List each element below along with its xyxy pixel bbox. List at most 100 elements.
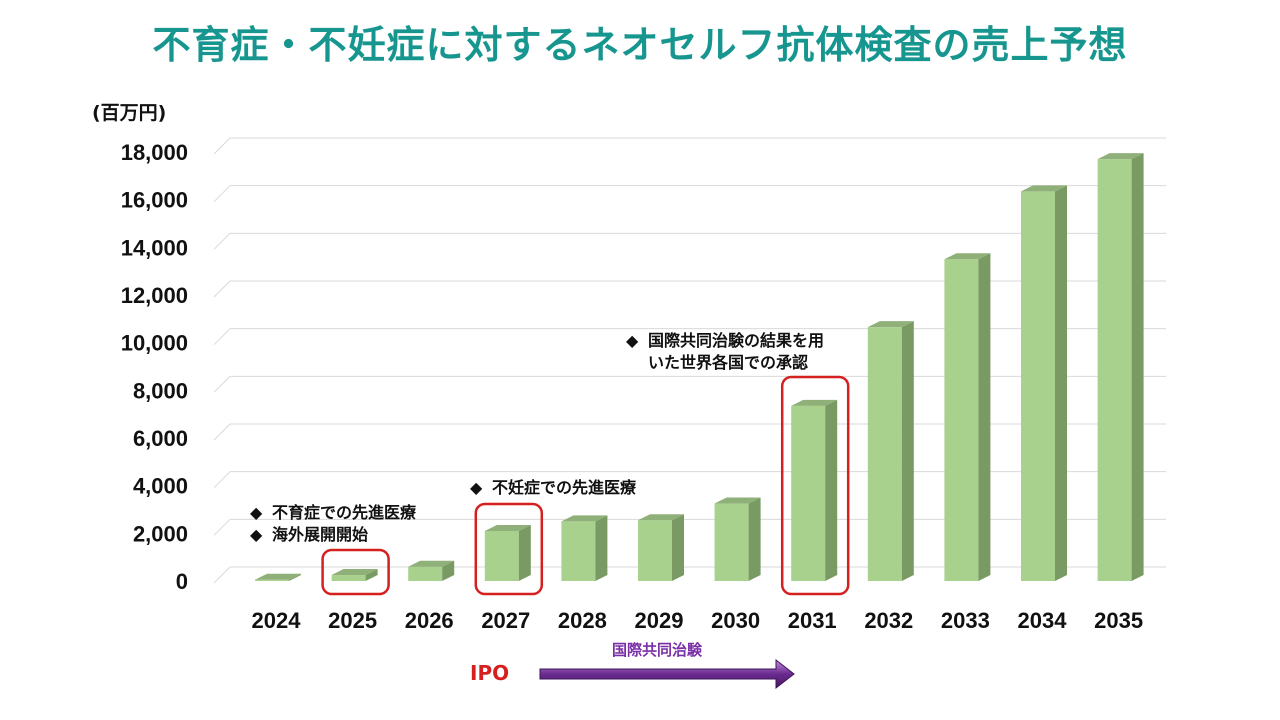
- bar-front: [714, 503, 749, 581]
- bar-top: [638, 514, 684, 521]
- bar-top: [484, 524, 531, 531]
- gridline-depth: [213, 518, 231, 536]
- annotation-2025-line1: 不育症での先進医療: [272, 503, 417, 522]
- x-tick-label: 2034: [1018, 608, 1068, 633]
- highlight-box-2027: [474, 502, 544, 596]
- x-tick-label: 2028: [558, 608, 607, 633]
- bar-front: [331, 575, 366, 581]
- x-tick-label: 2031: [788, 608, 837, 633]
- bar-side: [1055, 185, 1067, 581]
- y-tick-label: 6,000: [133, 426, 188, 451]
- bar-front: [408, 566, 443, 581]
- y-tick-label: 12,000: [121, 283, 188, 308]
- bar-side: [442, 560, 455, 581]
- bar-top: [1097, 153, 1144, 160]
- highlight-box-2031: [780, 375, 850, 596]
- bar-2034: [1021, 185, 1067, 581]
- bar-side: [365, 569, 378, 581]
- bar-top: [255, 573, 301, 580]
- y-axis-ticks: 0 2,000 4,000 6,000 8,000 10,000 12,000 14,000 1…: [121, 140, 188, 594]
- bar-front: [638, 520, 672, 581]
- bar-top: [791, 399, 838, 406]
- x-tick-label: 2024: [252, 608, 302, 633]
- bar-front: [1097, 159, 1132, 581]
- x-tick-label: 2027: [481, 608, 530, 633]
- bar-top: [1021, 185, 1067, 192]
- annotation-2025-line2: 海外展開開始: [272, 525, 369, 544]
- annotation-2031-line1: 国際共同治験の結果を用: [648, 331, 825, 350]
- bar-2026: [408, 560, 455, 581]
- bar-2033: [944, 253, 991, 581]
- gridline-depth: [213, 232, 231, 250]
- bar-side: [518, 524, 531, 581]
- bar-front: [944, 259, 979, 581]
- highlight-boxes: [321, 375, 850, 596]
- bar-top: [331, 569, 378, 576]
- bar-side: [1131, 153, 1144, 581]
- x-tick-label: 2033: [941, 608, 990, 633]
- gridline-depth: [213, 423, 231, 441]
- clinical-trial-label: 国際共同治験: [612, 641, 703, 659]
- x-tick-label: 2025: [328, 608, 377, 633]
- chart-title: 不育症・不妊症に対するネオセルフ抗体検査の売上予想: [152, 23, 1128, 67]
- gridline-depth: [213, 566, 231, 584]
- bar-2031: [791, 399, 838, 581]
- bar-top: [867, 321, 914, 328]
- y-tick-label: 4,000: [133, 474, 188, 499]
- x-axis-ticks: 2024 2025 2026 2027 2028 2029 2030 2031 2032 2033…: [252, 608, 1144, 633]
- bar-side: [595, 515, 608, 581]
- y-tick-label: 2,000: [133, 521, 188, 546]
- gridline-depth: [213, 280, 231, 298]
- timeline-arrow-group: [539, 658, 795, 690]
- gridline-depth: [213, 185, 231, 203]
- bar-2025: [331, 569, 378, 581]
- annotation-2027: ◆ 不妊症での先進医療: [470, 477, 636, 499]
- gridlines: [213, 137, 1166, 584]
- bar-2035: [1097, 153, 1144, 581]
- annotation-2031-line2: いた世界各国での承認: [648, 353, 809, 372]
- highlight-box-2025: [321, 548, 390, 596]
- x-tick-label: 2026: [405, 608, 454, 633]
- bar-front: [1021, 191, 1055, 581]
- bar-front: [484, 530, 519, 581]
- gridline-depth: [213, 375, 231, 393]
- bar-side: [672, 514, 684, 581]
- gridline-depth: [213, 328, 231, 346]
- bar-front: [791, 405, 826, 581]
- bar-2028: [561, 515, 608, 581]
- bar-top: [944, 253, 991, 260]
- bar-2032: [867, 321, 914, 581]
- diamond-icon: ◆: [470, 478, 483, 497]
- x-tick-label: 2029: [635, 608, 684, 633]
- gridline-depth: [213, 137, 231, 155]
- diamond-icon: ◆: [250, 525, 263, 544]
- bar-2030: [714, 497, 761, 581]
- x-tick-label: 2035: [1094, 608, 1143, 633]
- y-tick-label: 16,000: [121, 188, 188, 213]
- diamond-icon: ◆: [626, 331, 639, 350]
- y-axis-unit-label: (百万円): [92, 102, 167, 124]
- y-tick-label: 8,000: [133, 378, 188, 403]
- x-tick-label: 2032: [864, 608, 913, 633]
- y-tick-label: 0: [176, 569, 188, 594]
- bar-2024: [255, 573, 301, 581]
- bar-side: [978, 253, 991, 581]
- timeline-arrow: [539, 658, 795, 690]
- diamond-icon: ◆: [250, 503, 263, 522]
- bar-front: [255, 579, 289, 581]
- ipo-label: IPO: [470, 661, 510, 685]
- bar-front: [561, 521, 596, 581]
- y-tick-label: 18,000: [121, 140, 188, 165]
- y-tick-label: 10,000: [121, 331, 188, 356]
- bar-2027: [484, 524, 531, 581]
- bar-front: [867, 327, 902, 581]
- bar-2029: [638, 514, 684, 581]
- annotation-2025: ◆ 不育症での先進医療 ◆ 海外展開開始: [250, 502, 416, 546]
- bar-top: [714, 497, 761, 504]
- annotation-2031: ◆ 国際共同治験の結果を用 いた世界各国での承認: [626, 330, 824, 374]
- x-tick-label: 2030: [711, 608, 760, 633]
- annotation-2027-line1: 不妊症での先進医療: [492, 478, 637, 497]
- y-tick-label: 14,000: [121, 235, 188, 260]
